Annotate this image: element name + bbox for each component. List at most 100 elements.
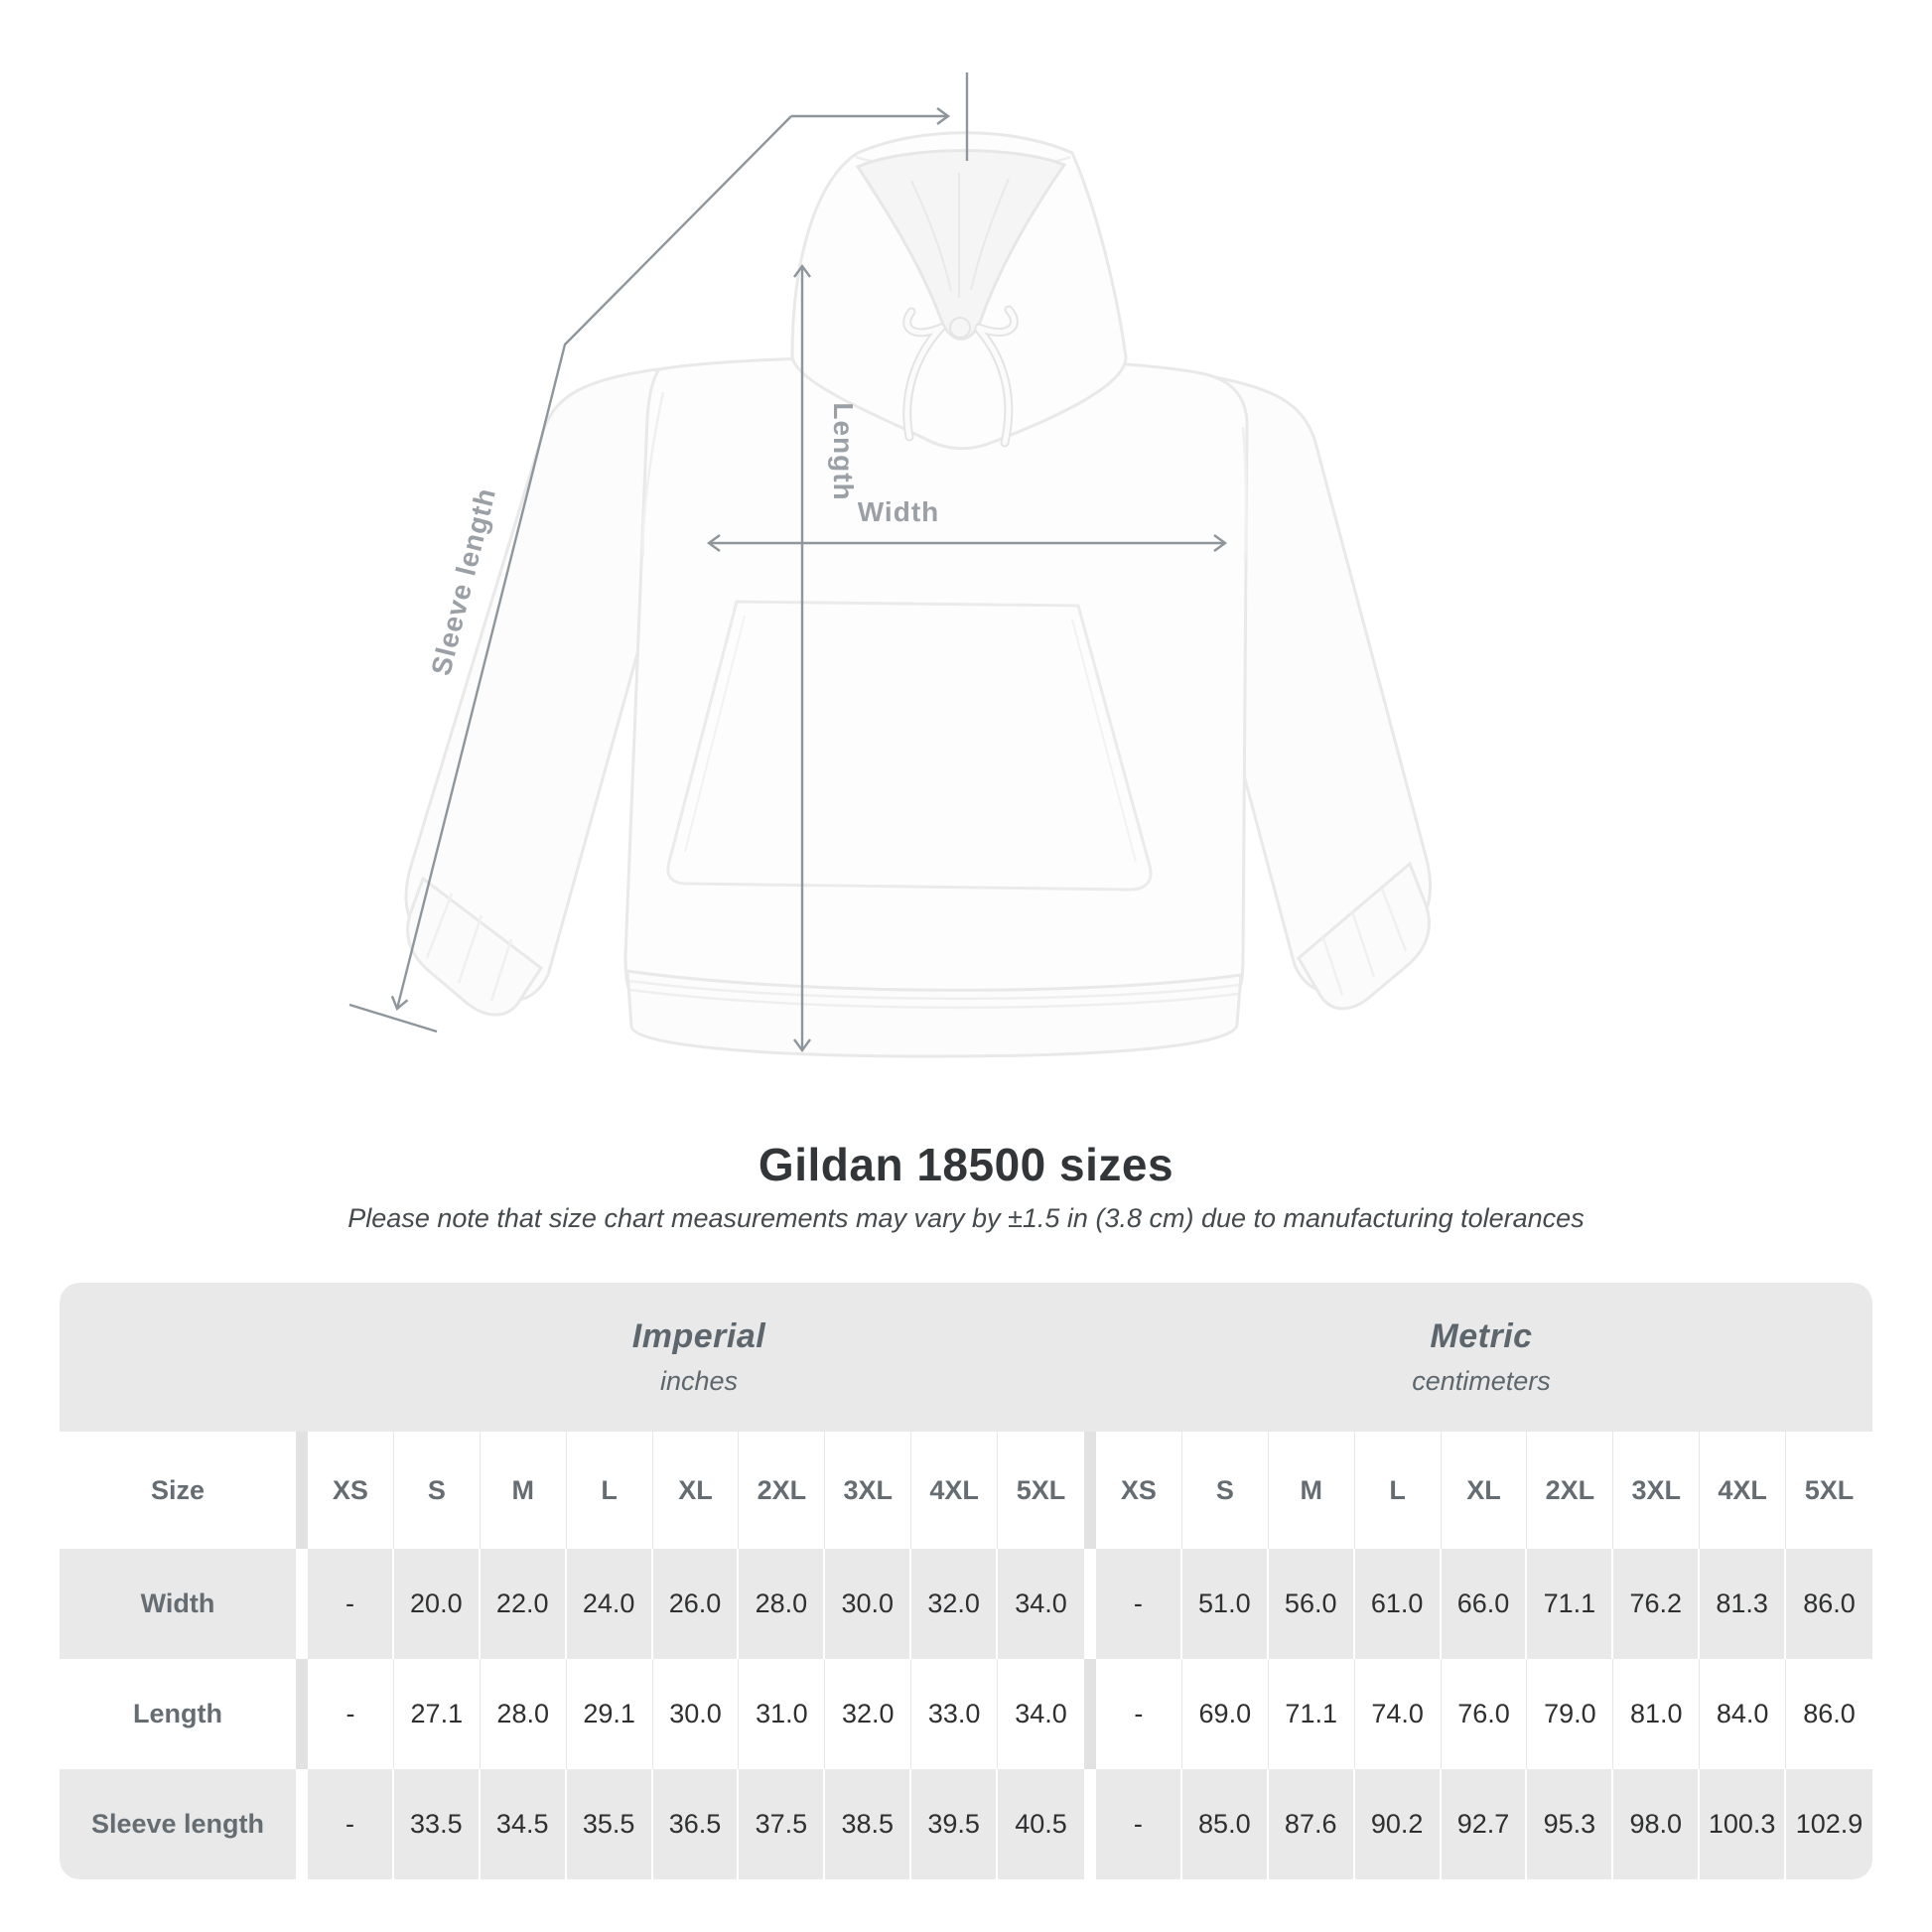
drawstrings: [902, 305, 1019, 448]
sleeve-end-tick: [348, 1003, 438, 1034]
table-cell: 95.3: [1527, 1769, 1614, 1879]
table-cell: 76.2: [1613, 1549, 1701, 1659]
metric-header: Metric centimeters: [1090, 1317, 1872, 1397]
size-col-header: XS: [308, 1432, 394, 1549]
size-col-header: 5XL: [1804, 1474, 1855, 1505]
table-cell: 33.0: [911, 1659, 999, 1769]
row-label: Size: [150, 1474, 206, 1505]
table-cell: 35.5: [567, 1769, 653, 1879]
table-cell: 30.0: [653, 1659, 740, 1769]
size-col-header: 5XL: [1016, 1474, 1066, 1505]
width-label: Width: [858, 496, 940, 527]
table-cell: 85.0: [1182, 1769, 1269, 1879]
imperial-label: Imperial: [631, 1317, 766, 1355]
size-col-header: 4XL: [1700, 1432, 1787, 1549]
page-title: Gildan 18500 sizes: [758, 1139, 1174, 1190]
table-cell: 81.0: [1613, 1659, 1701, 1769]
table-cell: 24.0: [567, 1549, 653, 1659]
tolerance-note: Please note that size chart measurements…: [347, 1203, 1585, 1233]
column-gap: [296, 1432, 308, 1549]
table-cell: 66.0: [1442, 1549, 1528, 1659]
table-cell: 38.5: [825, 1769, 912, 1879]
metric-unit: centimeters: [1412, 1366, 1551, 1396]
size-col-header: XL: [653, 1432, 740, 1549]
table-cell: 33.5: [394, 1769, 481, 1879]
column-gap: [1083, 1432, 1096, 1549]
column-gap: [296, 1549, 308, 1659]
right-cuff: [1297, 861, 1431, 1011]
sleeve-length-arrow: [390, 115, 792, 1011]
table-cell: 27.1: [394, 1659, 481, 1769]
table-cell: -: [1096, 1549, 1182, 1659]
column-gap: [1083, 1659, 1096, 1769]
row-label: Length: [133, 1699, 222, 1728]
imperial-header: Imperial inches: [308, 1317, 1090, 1397]
column-gap: [1083, 1769, 1096, 1879]
table-cell: 86.0: [1803, 1699, 1856, 1728]
table-cell: 76.0: [1442, 1659, 1528, 1769]
unit-band: Imperial inches Metric centimeters: [60, 1283, 1872, 1432]
table-cell: 100.3: [1700, 1769, 1787, 1879]
table-cell: 56.0: [1269, 1549, 1355, 1659]
table-rows: Size XS S M L XL 2XL 3XL 4XL 5XL XS S M L XL 2XL 3XL 4XL 5…: [60, 1432, 1872, 1879]
length-label: Length: [828, 402, 859, 500]
size-col-header: 4XL: [911, 1432, 999, 1549]
table-cell: 26.0: [653, 1549, 740, 1659]
table-cell: 51.0: [1182, 1549, 1269, 1659]
hoodie-figure: Length Width Sleeve length: [348, 72, 1433, 1058]
hoodie-diagram: Length Width Sleeve length: [348, 72, 1433, 1058]
imperial-unit: inches: [659, 1366, 739, 1396]
table-cell: 20.0: [394, 1549, 481, 1659]
table-cell: 34.5: [481, 1769, 567, 1879]
table-cell: 34.0: [1015, 1588, 1067, 1618]
table-cell: 31.0: [739, 1659, 826, 1769]
table-cell: 32.0: [825, 1659, 912, 1769]
table-cell: 81.3: [1700, 1549, 1787, 1659]
table-cell: 69.0: [1182, 1659, 1269, 1769]
table-cell: 92.7: [1442, 1769, 1528, 1879]
table-cell: 86.0: [1803, 1588, 1856, 1618]
column-gap: [296, 1769, 308, 1879]
metric-label: Metric: [1430, 1317, 1533, 1355]
table-row: Size XS S M L XL 2XL 3XL 4XL 5XL XS S M L XL 2XL 3XL 4XL 5…: [60, 1432, 1872, 1549]
size-col-header: 2XL: [739, 1432, 826, 1549]
table-cell: 71.1: [1269, 1659, 1355, 1769]
size-col-header: 3XL: [1613, 1432, 1701, 1549]
table-row: Width -20.0 22.0 24.0 26.0 28.0 30.0 32.0 34.0-5…: [60, 1549, 1872, 1659]
table-cell: -: [1096, 1659, 1182, 1769]
table-cell: -: [308, 1659, 394, 1769]
kangaroo-pocket: [666, 600, 1153, 892]
table-cell: 37.5: [739, 1769, 826, 1879]
table-cell: 34.0: [1015, 1699, 1067, 1728]
left-cuff: [406, 876, 544, 1017]
table-cell: 32.0: [911, 1549, 999, 1659]
hoodie-illustration: [404, 131, 1433, 1058]
table-cell: 28.0: [739, 1549, 826, 1659]
size-col-header: XS: [1096, 1432, 1182, 1549]
table-cell: -: [1096, 1769, 1182, 1879]
table-row: Length -27.1 28.0 29.1 30.0 31.0 32.0 33.0 34.0-…: [60, 1659, 1872, 1769]
table-cell: 71.1: [1527, 1549, 1614, 1659]
size-col-header: 3XL: [825, 1432, 912, 1549]
table-cell: -: [308, 1769, 394, 1879]
table-cell: 61.0: [1355, 1549, 1442, 1659]
table-cell: 74.0: [1355, 1659, 1442, 1769]
column-gap: [296, 1659, 308, 1769]
table-cell: 22.0: [481, 1549, 567, 1659]
table-cell: 30.0: [825, 1549, 912, 1659]
column-gap: [1083, 1549, 1096, 1659]
size-col-header: M: [1269, 1432, 1355, 1549]
size-col-header: M: [481, 1432, 567, 1549]
table-row: Sleeve length -33.5 34.5 35.5 36.5 37.5 38.5 39…: [60, 1769, 1872, 1879]
table-cell: 84.0: [1700, 1659, 1787, 1769]
table-cell: 79.0: [1527, 1659, 1614, 1769]
table-cell: 29.1: [567, 1659, 653, 1769]
table-cell: 36.5: [653, 1769, 740, 1879]
size-col-header: XL: [1442, 1432, 1528, 1549]
table-cell: 87.6: [1269, 1769, 1355, 1879]
row-label: Width: [140, 1588, 215, 1618]
size-col-header: L: [1355, 1432, 1442, 1549]
table-cell: 39.5: [911, 1769, 999, 1879]
row-label: Sleeve length: [90, 1809, 265, 1839]
table-cell: 98.0: [1613, 1769, 1701, 1879]
